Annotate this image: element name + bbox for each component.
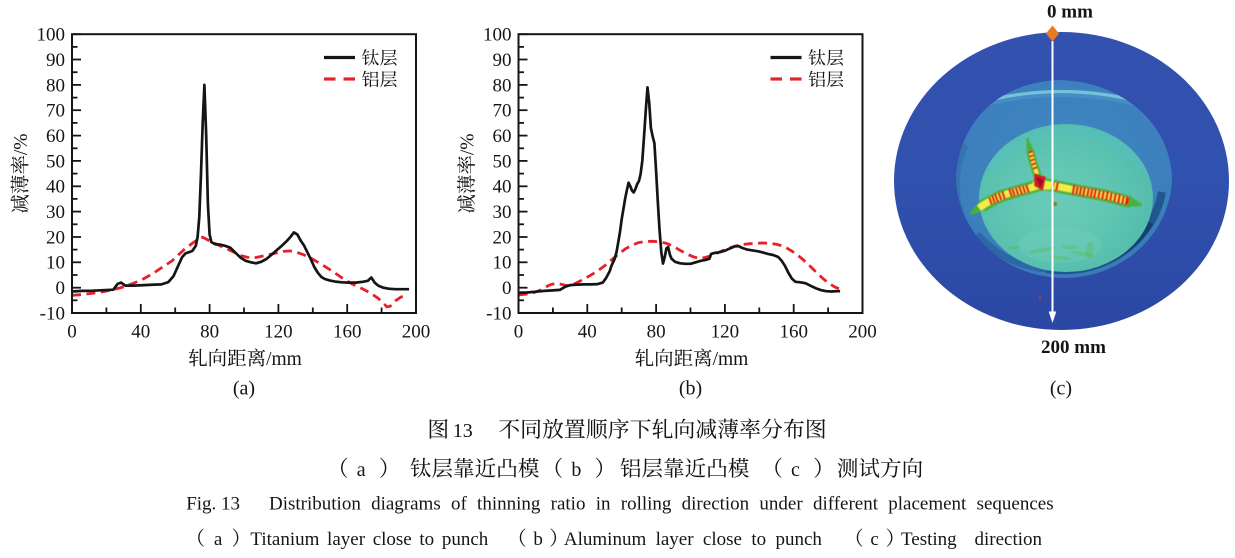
svg-text:(a): (a)	[233, 378, 255, 400]
svg-text:Testing direction: Testing direction	[901, 529, 1043, 550]
svg-text:-10: -10	[40, 303, 65, 324]
svg-text:80: 80	[46, 75, 65, 96]
svg-text:0 mm: 0 mm	[1047, 2, 1093, 23]
svg-text:200: 200	[402, 322, 431, 343]
svg-text:50: 50	[46, 151, 65, 172]
svg-text:120: 120	[264, 322, 293, 343]
svg-text:20: 20	[46, 227, 65, 248]
svg-text:10: 10	[46, 253, 65, 274]
svg-text:160: 160	[333, 322, 362, 343]
svg-text:80: 80	[647, 322, 666, 343]
svg-text:40: 40	[493, 177, 512, 198]
svg-text:0: 0	[56, 278, 66, 299]
svg-text:60: 60	[493, 126, 512, 147]
svg-text:c: c	[870, 529, 878, 550]
svg-text:80: 80	[493, 75, 512, 96]
svg-text:Aluminum layer close to punch: Aluminum layer close to punch	[564, 529, 822, 550]
svg-text:40: 40	[578, 322, 597, 343]
svg-text:200: 200	[848, 322, 877, 343]
svg-text:30: 30	[493, 202, 512, 223]
svg-text:50: 50	[493, 151, 512, 172]
svg-text:30: 30	[46, 202, 65, 223]
svg-text:Distribution diagrams of thinn: Distribution diagrams of thinning ratio …	[269, 494, 1054, 515]
svg-text:-10: -10	[486, 303, 511, 324]
svg-text:b: b	[533, 529, 543, 550]
svg-text:Fig. 13: Fig. 13	[186, 494, 240, 515]
svg-text:(c): (c)	[1050, 378, 1072, 400]
svg-text:(b): (b)	[679, 378, 702, 400]
svg-text:40: 40	[46, 177, 65, 198]
svg-text:b: b	[571, 459, 581, 481]
svg-text:/mm: /mm	[266, 349, 302, 370]
svg-text:a: a	[357, 459, 366, 481]
svg-text:100: 100	[37, 25, 66, 46]
svg-text:a: a	[214, 529, 223, 550]
svg-text:13: 13	[453, 420, 473, 442]
svg-text:20: 20	[493, 227, 512, 248]
svg-text:40: 40	[131, 322, 150, 343]
svg-text:100: 100	[483, 25, 512, 46]
svg-text:90: 90	[46, 50, 65, 71]
svg-text:c: c	[791, 459, 800, 481]
svg-text:0: 0	[502, 278, 512, 299]
svg-text:80: 80	[200, 322, 219, 343]
svg-text:/mm: /mm	[713, 349, 749, 370]
svg-text:10: 10	[493, 253, 512, 274]
svg-text:70: 70	[493, 101, 512, 122]
svg-text:0: 0	[514, 322, 524, 343]
svg-text:60: 60	[46, 126, 65, 147]
svg-text:0: 0	[67, 322, 77, 343]
svg-text:160: 160	[779, 322, 808, 343]
svg-text:Titanium layer close to punch: Titanium layer close to punch	[250, 529, 488, 550]
svg-text:120: 120	[711, 322, 740, 343]
svg-text:200 mm: 200 mm	[1041, 337, 1106, 358]
svg-text:90: 90	[493, 50, 512, 71]
svg-text:70: 70	[46, 101, 65, 122]
svg-text:/%: /%	[458, 133, 479, 155]
svg-text:/%: /%	[11, 133, 32, 155]
